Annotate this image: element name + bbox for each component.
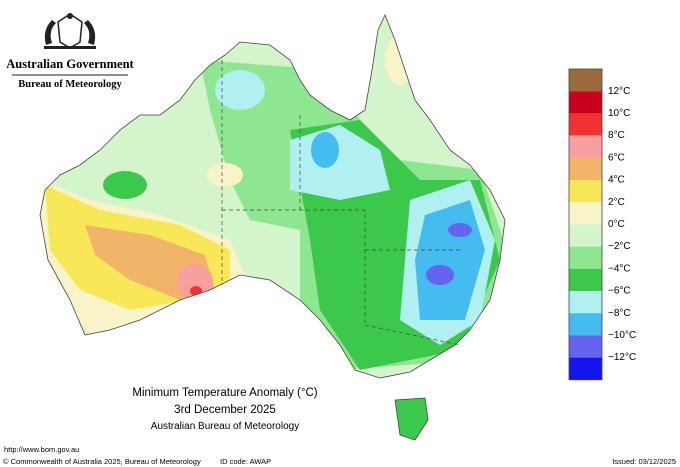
legend-swatch [569,69,602,92]
coastline [39,13,506,379]
footer-issued: Issued: 03/12/2025 [612,457,676,466]
legend-swatch [569,268,602,291]
bureau-name: Bureau of Meteorology [18,79,122,90]
legend-swatch [569,157,602,180]
legend-swatch [569,313,602,336]
map-date: 3rd December 2025 [174,404,276,416]
legend-swatch [569,335,602,358]
legend-label: 6°C [608,152,625,163]
state-borders [221,60,461,346]
legend-label: 4°C [608,175,625,186]
legend-label: −12°C [608,352,636,363]
legend-swatch [569,246,602,269]
legend-label: 2°C [608,197,625,208]
legend-swatch [569,91,602,114]
legend-frame [568,68,603,381]
legend: 12°C 10°C 8°C 6°C 4°C 2°C 0°C −2°C −4°C −6°C −8°C −… [568,68,636,381]
footer-id-code: ID code: AWAP [220,457,271,466]
legend-swatch [569,135,602,158]
legend-label: 10°C [608,108,630,119]
legend-label: −2°C [608,241,631,252]
footer-url: http://www.bom.gov.au [4,445,79,454]
legend-label: −8°C [608,308,631,319]
tasmania [394,397,429,441]
map-source: Australian Bureau of Meteorology [151,421,299,432]
legend-swatch [569,180,602,203]
legend-swatch [569,224,602,247]
legend-swatch [569,113,602,136]
legend-label: 8°C [608,130,625,141]
legend-swatch [569,357,602,380]
footer-copyright: © Commonwealth of Australia 2025, Bureau… [3,457,201,466]
legend-label: 0°C [608,219,625,230]
legend-swatch [569,291,602,314]
legend-label: −4°C [608,263,631,274]
legend-label: −6°C [608,286,631,297]
legend-swatch [569,202,602,225]
legend-label: 12°C [608,86,630,97]
legend-label: −10°C [608,330,636,341]
government-name: Australian Government [6,57,134,71]
map-title: Minimum Temperature Anomaly (°C) [132,387,317,399]
crest [44,13,96,49]
